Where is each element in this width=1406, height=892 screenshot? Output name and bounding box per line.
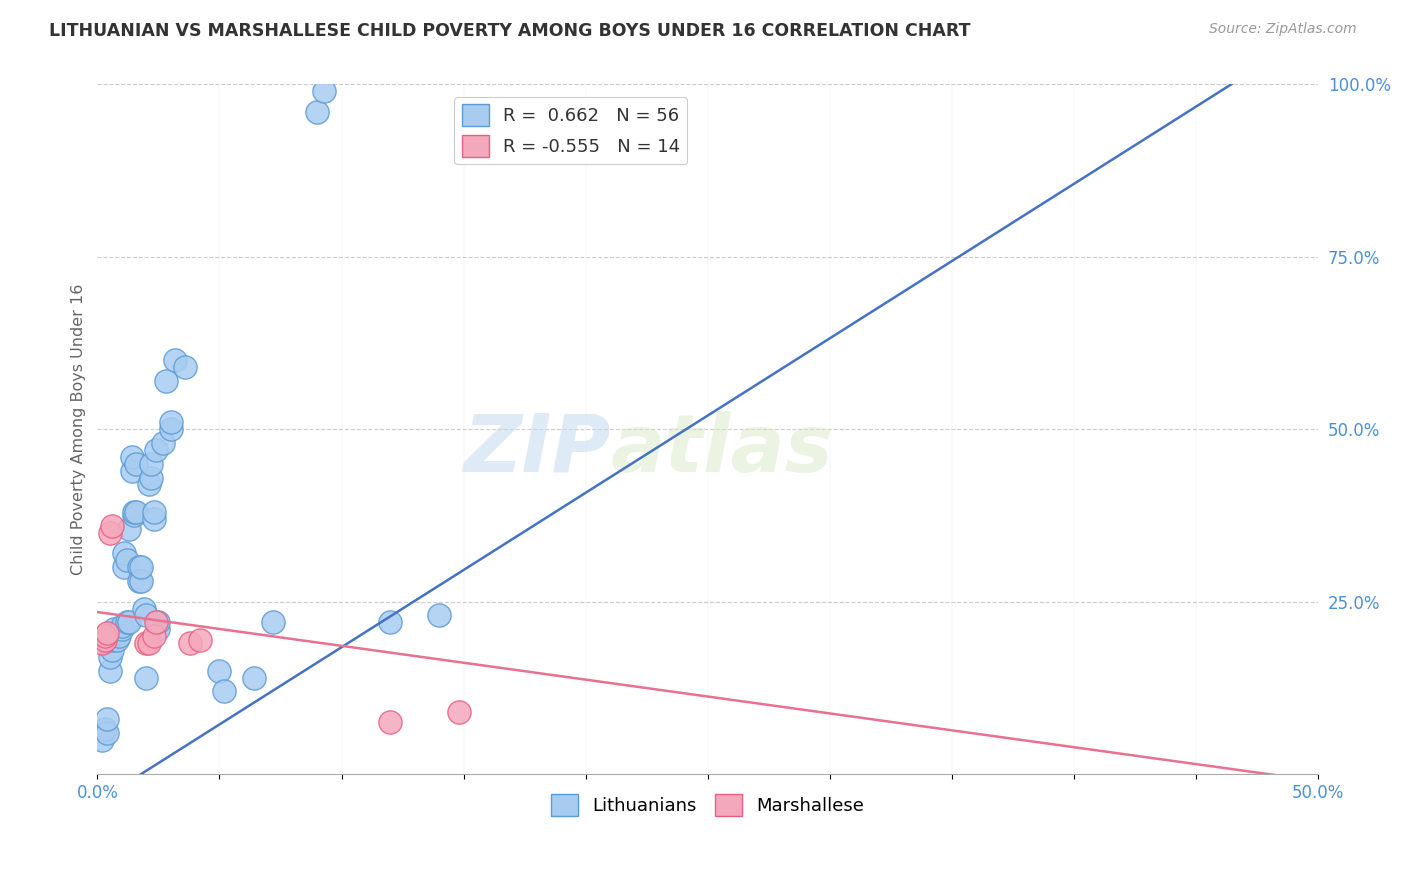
- Point: [242, 671, 264, 685]
- Point: [118, 615, 141, 630]
- Legend: Lithuanians, Marshallese: Lithuanians, Marshallese: [544, 788, 872, 823]
- Y-axis label: Child Poverty Among Boys Under 16: Child Poverty Among Boys Under 16: [72, 284, 86, 575]
- Point: [98, 664, 121, 678]
- Point: [91, 732, 114, 747]
- Point: [101, 519, 124, 533]
- Point: [155, 374, 177, 388]
- Point: [91, 636, 114, 650]
- Point: [105, 625, 128, 640]
- Point: [125, 457, 148, 471]
- Text: LITHUANIAN VS MARSHALLESE CHILD POVERTY AMONG BOYS UNDER 16 CORRELATION CHART: LITHUANIAN VS MARSHALLESE CHILD POVERTY …: [49, 22, 970, 40]
- Point: [145, 442, 167, 457]
- Point: [135, 608, 157, 623]
- Point: [103, 629, 125, 643]
- Point: [98, 525, 121, 540]
- Point: [138, 477, 160, 491]
- Point: [115, 615, 138, 630]
- Point: [262, 615, 284, 630]
- Point: [131, 574, 153, 588]
- Point: [125, 505, 148, 519]
- Point: [139, 470, 162, 484]
- Point: [138, 636, 160, 650]
- Point: [128, 574, 150, 588]
- Point: [112, 560, 135, 574]
- Point: [165, 353, 187, 368]
- Point: [122, 505, 145, 519]
- Point: [98, 649, 121, 664]
- Point: [214, 684, 236, 698]
- Point: [132, 601, 155, 615]
- Point: [122, 508, 145, 523]
- Point: [148, 615, 170, 630]
- Point: [142, 505, 165, 519]
- Point: [380, 615, 402, 630]
- Point: [188, 632, 211, 647]
- Point: [121, 464, 143, 478]
- Point: [139, 457, 162, 471]
- Point: [101, 643, 124, 657]
- Point: [93, 632, 115, 647]
- Point: [179, 636, 201, 650]
- Text: ZIP: ZIP: [463, 411, 610, 489]
- Point: [142, 629, 165, 643]
- Point: [96, 625, 118, 640]
- Point: [307, 105, 329, 120]
- Point: [208, 664, 231, 678]
- Point: [112, 546, 135, 560]
- Point: [145, 615, 167, 630]
- Point: [118, 522, 141, 536]
- Point: [121, 450, 143, 464]
- Point: [152, 436, 174, 450]
- Point: [131, 560, 153, 574]
- Point: [103, 622, 125, 636]
- Point: [101, 632, 124, 647]
- Point: [93, 723, 115, 737]
- Point: [174, 360, 197, 375]
- Point: [314, 84, 336, 98]
- Point: [142, 512, 165, 526]
- Point: [135, 671, 157, 685]
- Point: [135, 636, 157, 650]
- Point: [148, 622, 170, 636]
- Point: [96, 725, 118, 739]
- Point: [447, 705, 470, 719]
- Point: [105, 632, 128, 647]
- Point: [128, 560, 150, 574]
- Point: [159, 422, 181, 436]
- Point: [111, 622, 134, 636]
- Point: [427, 608, 450, 623]
- Point: [108, 629, 131, 643]
- Text: Source: ZipAtlas.com: Source: ZipAtlas.com: [1209, 22, 1357, 37]
- Point: [96, 712, 118, 726]
- Point: [159, 416, 181, 430]
- Text: atlas: atlas: [610, 411, 832, 489]
- Point: [93, 629, 115, 643]
- Point: [115, 553, 138, 567]
- Point: [380, 715, 402, 730]
- Point: [111, 619, 134, 633]
